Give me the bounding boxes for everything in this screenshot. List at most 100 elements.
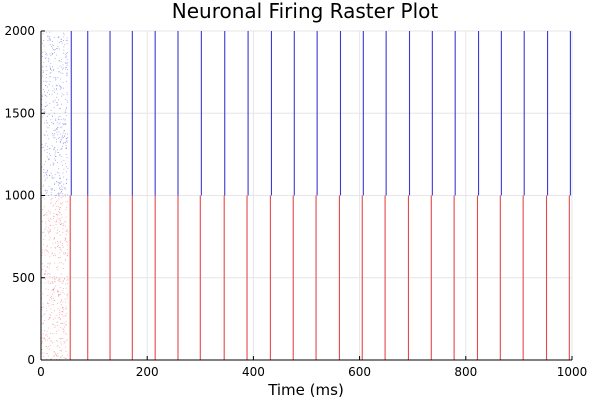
spike-point xyxy=(63,32,65,34)
spike-point xyxy=(60,133,61,135)
spike-point xyxy=(49,262,51,264)
spike-point xyxy=(45,221,47,223)
spike-point xyxy=(60,301,62,303)
spike-point xyxy=(54,182,56,184)
spike-point xyxy=(51,358,52,360)
spike-point xyxy=(43,108,45,110)
spike-point xyxy=(55,255,56,257)
spike-point xyxy=(65,66,66,68)
spike-point xyxy=(57,324,58,326)
spike-point xyxy=(57,37,59,38)
chart-title: Neuronal Firing Raster Plot xyxy=(172,0,439,23)
spike-point xyxy=(54,99,56,101)
spike-point xyxy=(61,262,62,264)
spike-point xyxy=(45,288,47,290)
spike-point xyxy=(48,175,50,176)
spike-point xyxy=(41,268,43,270)
spike-point xyxy=(43,146,45,148)
spike-point xyxy=(57,290,59,292)
spike-point xyxy=(65,55,67,57)
spike-point xyxy=(57,266,59,268)
spike-point xyxy=(66,279,68,281)
spike-point xyxy=(65,324,66,326)
spike-point xyxy=(46,54,48,56)
spike-point xyxy=(54,190,55,191)
spike-point xyxy=(50,229,51,231)
spike-point xyxy=(49,317,51,319)
spike-point xyxy=(65,287,67,289)
spike-point xyxy=(45,105,47,107)
spike-point xyxy=(61,191,62,192)
spike-point xyxy=(60,72,62,74)
spike-point xyxy=(65,137,67,139)
spike-point xyxy=(43,172,45,174)
spike-point xyxy=(52,164,54,166)
spike-point xyxy=(55,138,57,140)
spike-point xyxy=(52,277,53,278)
spike-point xyxy=(43,322,44,324)
spike-point xyxy=(67,102,69,104)
spike-point xyxy=(66,354,68,356)
spike-point xyxy=(58,123,60,125)
spike-point xyxy=(65,182,67,184)
y-tick-label: 2000 xyxy=(4,24,35,38)
spike-point xyxy=(44,214,45,216)
spike-point xyxy=(51,298,53,299)
spike-point xyxy=(65,301,66,303)
spike-point xyxy=(53,163,55,165)
spike-point xyxy=(43,114,45,116)
spike-point xyxy=(49,229,51,231)
spike-point xyxy=(61,42,63,44)
spike-point xyxy=(65,153,67,155)
spike-point xyxy=(53,36,55,38)
spike-point xyxy=(59,183,61,185)
spike-point xyxy=(61,126,63,128)
spike-point xyxy=(67,133,68,135)
spike-point xyxy=(57,119,59,121)
spike-point xyxy=(64,195,66,197)
spike-point xyxy=(45,178,47,180)
spike-point xyxy=(51,47,53,49)
spike-point xyxy=(51,296,52,297)
spike-point xyxy=(53,49,55,51)
spike-point xyxy=(42,116,44,118)
spike-point xyxy=(48,59,50,61)
spike-point xyxy=(66,100,68,102)
spike-point xyxy=(44,149,46,151)
spike-point xyxy=(58,192,60,194)
spike-point xyxy=(57,242,59,244)
spike-point xyxy=(57,269,59,270)
spike-point xyxy=(55,242,57,244)
spike-point xyxy=(46,96,48,98)
spike-point xyxy=(59,212,61,214)
spike-point xyxy=(58,131,60,133)
spike-point xyxy=(64,130,65,131)
spike-point xyxy=(66,72,68,74)
spike-point xyxy=(57,355,59,357)
spike-point xyxy=(47,39,49,41)
spike-point xyxy=(59,219,61,221)
spike-point xyxy=(44,58,46,59)
spike-point xyxy=(45,77,47,79)
spike-point xyxy=(63,142,64,144)
spike-point xyxy=(52,162,54,164)
spike-point xyxy=(53,69,55,71)
spike-point xyxy=(49,348,51,350)
spike-point xyxy=(53,289,55,291)
spike-point xyxy=(44,254,46,256)
spike-point xyxy=(65,163,66,165)
spike-point xyxy=(60,41,62,42)
spike-point xyxy=(66,75,68,77)
spike-point xyxy=(59,346,61,348)
spike-point xyxy=(62,146,63,147)
spike-point xyxy=(49,256,51,258)
axis-layer: 0 200 400 600 800 1000 0 500 1000 1500 2000 xyxy=(4,24,587,379)
spike-point xyxy=(56,102,58,104)
spike-point xyxy=(53,177,55,179)
spike-point xyxy=(45,346,47,347)
spike-point xyxy=(59,249,61,251)
spike-point xyxy=(63,224,65,226)
spike-point xyxy=(57,205,59,207)
spike-point xyxy=(61,356,63,358)
spike-point xyxy=(64,142,66,144)
